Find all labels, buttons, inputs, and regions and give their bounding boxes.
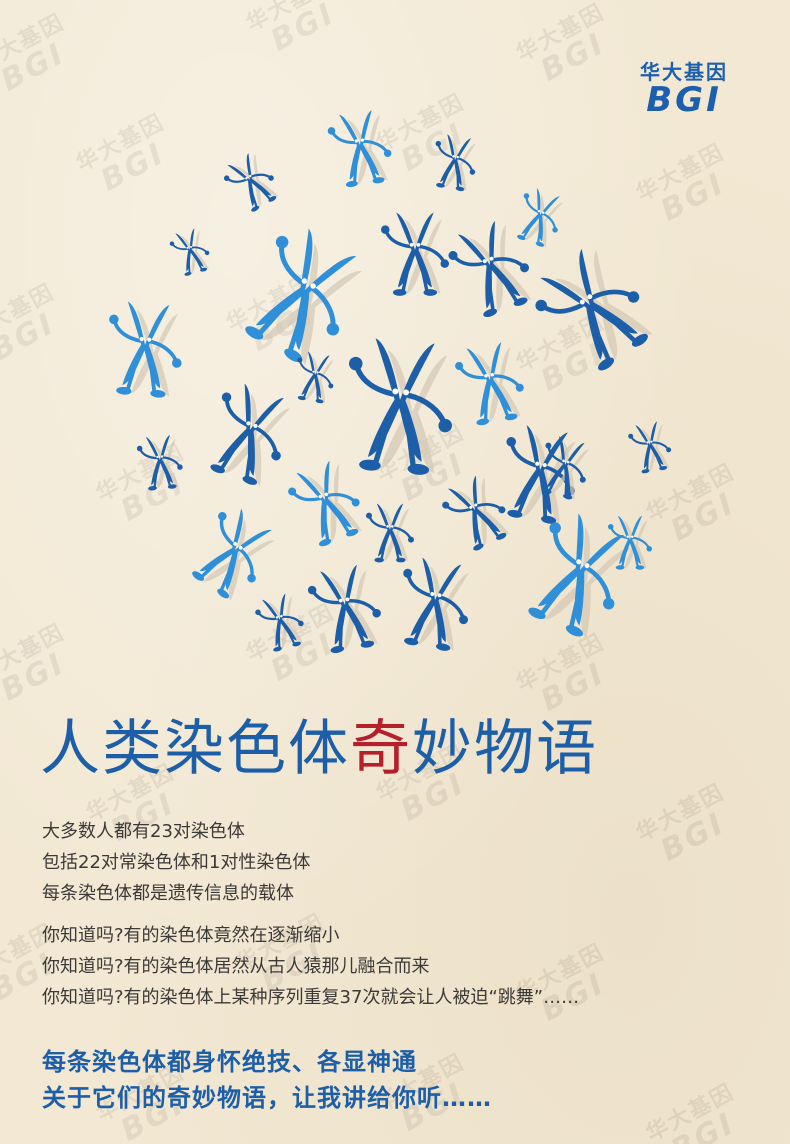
did-you-know-paragraph: 你知道吗?有的染色体竟然在逐渐缩小 你知道吗?有的染色体居然从古人猿那儿融合而来… — [42, 920, 579, 1013]
chromosome-character-icon — [389, 552, 480, 656]
intro-paragraph: 大多数人都有23对染色体 包括22对常染色体和1对性染色体 每条染色体都是遗传信… — [42, 816, 310, 909]
chromosome-character-icon — [435, 468, 518, 558]
chromosome-character-icon — [427, 131, 482, 195]
intro-line: 每条染色体都是遗传信息的载体 — [42, 883, 294, 904]
chromosome-character-icon — [523, 237, 663, 382]
title-part-1: 人类染色体 — [40, 714, 350, 784]
chromosome-character-icon — [625, 418, 676, 477]
bgi-logo: 华大基因 BGI — [640, 56, 728, 120]
chromosome-character-icon — [340, 336, 459, 477]
chromosome-character-icon — [251, 589, 311, 656]
chromosome-illustration — [100, 106, 676, 658]
chromosome-character-icon — [228, 217, 376, 373]
chromosome-character-icon — [281, 454, 372, 554]
chromosome-character-icon — [508, 183, 571, 252]
tagline: 每条染色体都身怀绝技、各显神通 关于它们的奇妙物语，让我讲给你听…… — [42, 1044, 492, 1116]
chromosome-character-icon — [364, 502, 416, 564]
intro-line: 包括22对常染色体和1对性染色体 — [42, 852, 311, 873]
did-you-know-line: 你知道吗?有的染色体居然从古人猿那儿融合而来 — [42, 956, 430, 977]
did-you-know-line: 你知道吗?有的染色体竟然在逐渐缩小 — [42, 925, 340, 946]
chromosome-character-icon — [166, 225, 215, 280]
chromosome-character-icon — [450, 338, 531, 430]
intro-line: 大多数人都有23对染色体 — [42, 821, 245, 842]
tagline-line: 每条染色体都身怀绝技、各显神通 — [42, 1048, 417, 1076]
chromosome-character-icon — [134, 432, 186, 493]
chromosome-character-icon — [217, 146, 286, 218]
title-part-2: 妙物语 — [412, 714, 598, 784]
chromosome-character-icon — [100, 298, 189, 402]
chromosome-character-icon — [324, 106, 397, 191]
title-accent-char: 奇 — [350, 714, 412, 784]
chromosome-character-icon — [179, 498, 287, 609]
logo-chinese: 华大基因 — [640, 60, 728, 84]
chromosome-character-icon — [379, 210, 451, 298]
chromosome-character-icon — [303, 560, 389, 658]
logo-english: BGI — [646, 80, 722, 120]
tagline-line: 关于它们的奇妙物语，让我讲给你听…… — [42, 1084, 492, 1112]
did-you-know-line: 你知道吗?有的染色体上某种序列重复37次就会让人被迫“跳舞”…… — [42, 987, 580, 1008]
chromosome-character-icon — [194, 375, 302, 494]
poster-title: 人类染色体奇妙物语 — [40, 700, 760, 787]
